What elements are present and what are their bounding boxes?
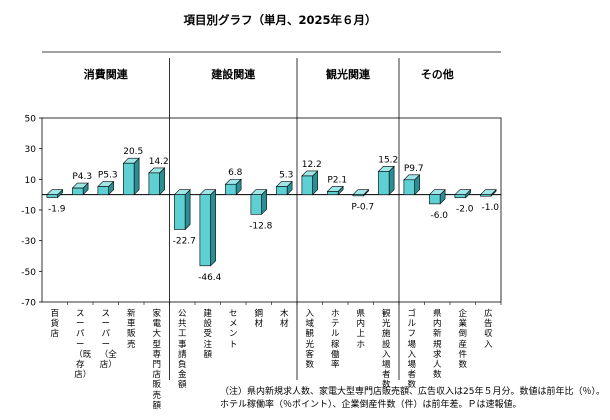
bar-front: [199, 194, 211, 267]
bar: [199, 188, 217, 267]
footnote-line-1: （注）県内新規求人数、家電大型専門店販売額、広告収入は25年５月分。数値は前年比…: [220, 387, 605, 397]
y-tick-label: 10: [25, 176, 37, 186]
bar-value-label: 5.3: [279, 171, 293, 181]
bar-value-label: P5.3: [98, 171, 118, 181]
group-label: 消費関連: [84, 67, 129, 81]
bar-front: [123, 162, 135, 195]
bar-value-label: P-0.7: [351, 203, 374, 213]
bar-side: [133, 157, 140, 196]
bar-value-label: -2.0: [456, 205, 474, 215]
bar-front: [250, 194, 262, 215]
bar: [71, 182, 89, 196]
bar-front: [225, 183, 237, 195]
category-label: 企業倒産件数: [458, 309, 467, 371]
category-label: セメント: [228, 309, 238, 350]
y-tick-label: -10: [21, 207, 36, 217]
bar: [454, 188, 472, 199]
bar-front: [72, 187, 84, 195]
bar: [301, 170, 319, 196]
bar-front: [429, 194, 441, 205]
group-label: 建設関連: [211, 67, 256, 81]
category-label: 観光施設入場者数: [381, 309, 391, 391]
chart-title: 項目別グラフ（単月、2025年６月）: [183, 13, 376, 27]
bar-value-label: P4.3: [72, 172, 92, 182]
bar-value-label: 15.2: [378, 155, 398, 165]
bar-front: [148, 172, 160, 195]
category-label: スーパー（既存店）: [74, 309, 92, 381]
bar-value-label: -12.8: [249, 221, 273, 231]
bar-front: [97, 186, 109, 195]
bar-front: [480, 194, 492, 197]
bar: [97, 180, 115, 196]
bar-front: [301, 175, 313, 195]
bar-value-label: -1.9: [48, 205, 66, 215]
bar-value-label: -6.0: [430, 211, 448, 221]
y-tick-label: -50: [21, 268, 36, 278]
bar-value-label: 6.8: [228, 168, 243, 178]
category-label: 家電大型専門店販売額: [152, 309, 161, 411]
category-label: 建設受注額: [203, 309, 212, 360]
bar: [148, 167, 166, 196]
bar-side: [210, 188, 216, 267]
bar: [479, 188, 497, 197]
category-label: 鋼 材: [254, 309, 272, 330]
bar: [377, 165, 395, 196]
category-label: 県内新規求人数: [432, 309, 442, 381]
bar: [403, 174, 421, 196]
category-label: ゴルフ場入場者数: [407, 309, 416, 391]
bar-front: [454, 194, 466, 199]
bar-value-label: -46.4: [198, 273, 222, 283]
bar-front: [174, 194, 186, 230]
bar: [428, 188, 446, 205]
category-label: 広告収入: [483, 309, 493, 350]
group-label: 観光関連: [326, 67, 371, 81]
bar: [250, 188, 268, 216]
bar-value-label: P2.1: [327, 175, 347, 185]
bar-front: [378, 171, 390, 195]
category-label: 入域観光客数: [305, 309, 314, 371]
bar: [224, 178, 242, 196]
footnote-line-2: ホテル稼働率（％ポイント）、企業倒産件数（件）は前年差。Ｐは速報値。: [220, 400, 522, 410]
y-tick-label: 50: [25, 115, 37, 125]
bar-top: [352, 189, 370, 195]
y-tick-label: -30: [21, 237, 36, 247]
category-label: 木 材: [279, 309, 298, 330]
category-label: スーパー（全 店）: [99, 309, 126, 371]
category-label: 県内上ホ: [356, 309, 365, 350]
bar-front: [352, 194, 364, 197]
category-label: ホテル稼働率: [330, 309, 340, 371]
bar-front: [276, 186, 288, 195]
y-tick-label: 30: [25, 145, 37, 155]
group-label: その他: [421, 67, 454, 81]
y-tick-label: -70: [21, 299, 36, 309]
category-label: 新車販売: [126, 309, 136, 350]
bar-value-label: 14.2: [149, 157, 169, 167]
bar-side: [184, 188, 191, 231]
bar-value-label: -22.7: [173, 236, 196, 246]
bar-value-label: 12.2: [302, 160, 322, 170]
bar-front: [46, 194, 58, 198]
category-label: 百貨店: [50, 309, 59, 340]
category-label: 公共工事請負金額: [177, 309, 187, 391]
bar-front: [327, 191, 339, 195]
bar-value-label: 20.5: [123, 147, 143, 157]
bar-value-label: -1.0: [481, 203, 499, 213]
bar: [352, 188, 370, 197]
bar-value-label: P9.7: [404, 164, 424, 174]
bar: [122, 157, 140, 196]
bar: [326, 185, 344, 196]
bar-front: [403, 179, 415, 195]
bar: [46, 188, 64, 199]
bar: [275, 180, 293, 196]
bar: [173, 188, 191, 231]
